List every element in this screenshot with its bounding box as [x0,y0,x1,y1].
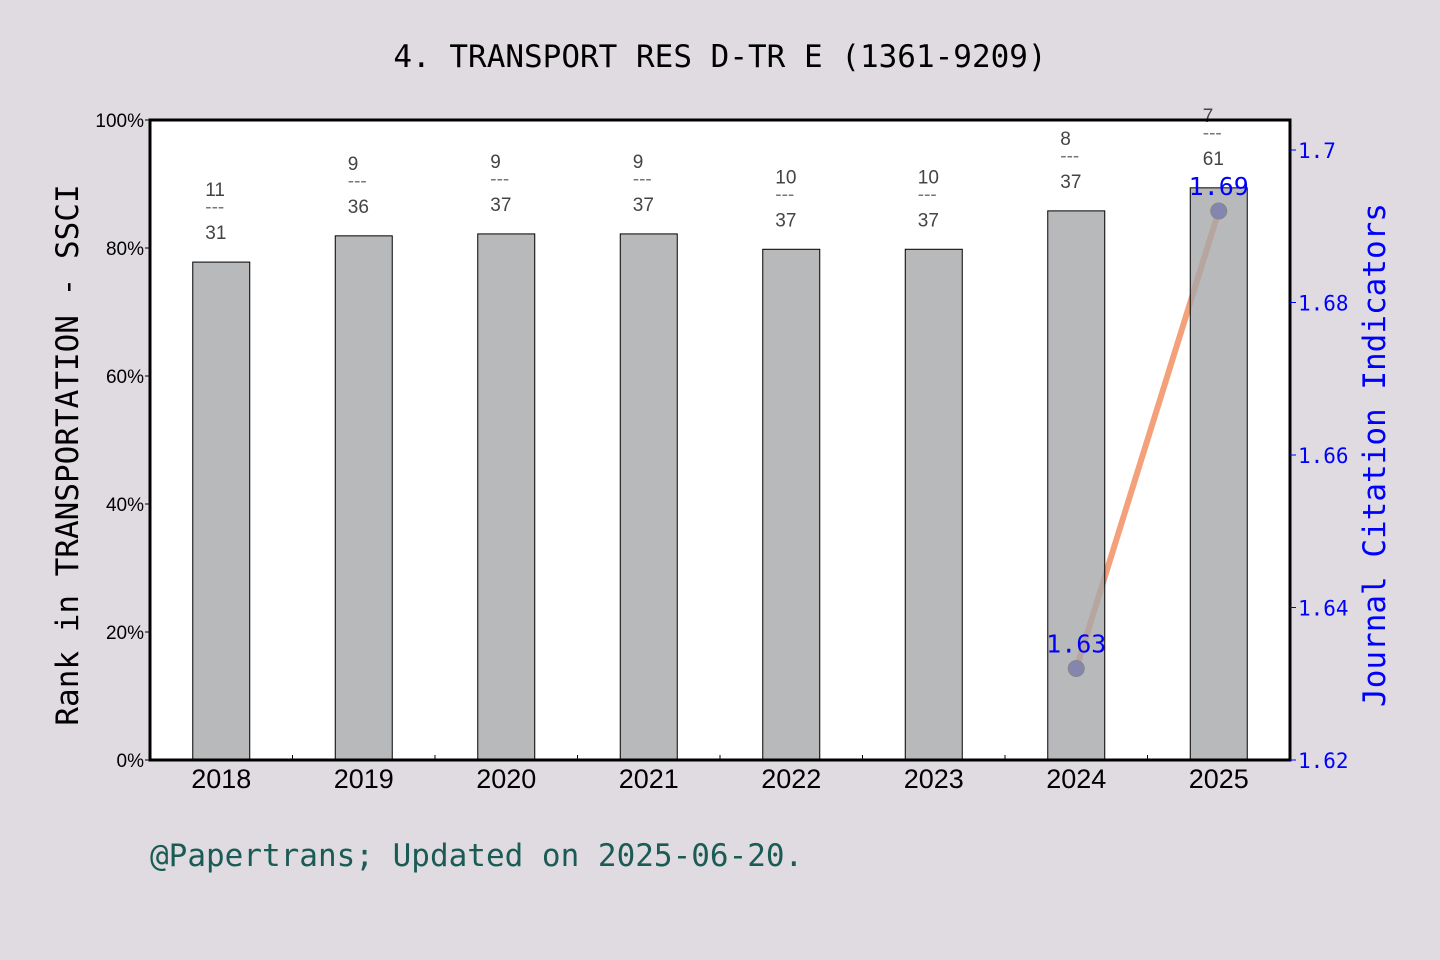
y-axis-label: Rank in TRANSPORTATION - SSCI [50,184,86,725]
rank-label: 10 [918,167,939,188]
label-layer: 1.631.6911---319---369---379---3710---37… [205,106,1249,659]
x-tick-label: 2018 [191,764,251,794]
y-tick-label: 20% [106,623,144,644]
rank-separator: --- [918,184,937,205]
bar-2023 [904,248,963,761]
bar-2018 [192,261,251,761]
rank-separator: --- [633,169,652,190]
rank-separator: --- [348,171,367,192]
bar-2025 [1189,187,1248,761]
rank-separator: --- [490,169,509,190]
total-label: 37 [775,210,796,231]
y2-axis-label: Journal Citation Indicators [1357,203,1393,707]
jci-data-label: 1.63 [1046,630,1106,659]
total-label: 37 [490,195,511,216]
x-tick-label: 2021 [619,764,679,794]
bar-2022 [762,248,821,761]
y2-tick-label: 1.68 [1298,292,1349,316]
total-label: 31 [205,223,226,244]
x-tick-label: 2024 [1046,764,1106,794]
y2-tick-label: 1.66 [1298,444,1349,468]
y-tick-label: 0% [117,751,145,772]
total-label: 37 [1060,172,1081,193]
y-tick-label: 60% [106,367,144,388]
x-tick-label: 2019 [334,764,394,794]
x-tick-label: 2022 [761,764,821,794]
rank-label: 7 [1203,106,1214,127]
plot-area [150,120,1290,760]
total-label: 61 [1203,149,1224,170]
rank-label: 9 [633,152,644,173]
bar-2019 [334,235,393,761]
rank-separator: --- [1060,146,1079,167]
footer-note: @Papertrans; Updated on 2025-06-20. [150,838,803,874]
total-label: 37 [633,195,654,216]
total-label: 36 [348,197,369,218]
y-tick-label: 80% [106,239,144,260]
x-tick-label: 2025 [1189,764,1249,794]
x-tick-label: 2020 [476,764,536,794]
rank-label: 11 [205,180,225,201]
y2-tick-label: 1.64 [1298,597,1349,621]
y2-tick-label: 1.62 [1298,749,1349,773]
y-tick-label: 100% [95,111,144,132]
chart-title: 4. TRANSPORT RES D-TR E (1361-9209) [393,39,1046,75]
rank-label: 10 [775,167,796,188]
rank-label: 8 [1060,129,1071,150]
rank-label: 9 [490,152,501,173]
axis-layer: 2018 2019 2020 2021 2022 2023 2024 2025 0% 20% 40%… [95,111,1348,794]
x-tick-label: 2023 [904,764,964,794]
y2-tick-label: 1.7 [1298,139,1336,163]
bar-2020 [477,233,536,761]
rank-separator: --- [1203,123,1222,144]
bar-2024 [1047,210,1106,761]
total-label: 37 [918,210,939,231]
bar-2021 [619,233,678,761]
y-tick-label: 40% [106,495,144,516]
rank-separator: --- [775,184,794,205]
rank-separator: --- [205,197,224,218]
jci-data-label: 1.69 [1189,172,1249,201]
rank-label: 9 [348,154,359,175]
